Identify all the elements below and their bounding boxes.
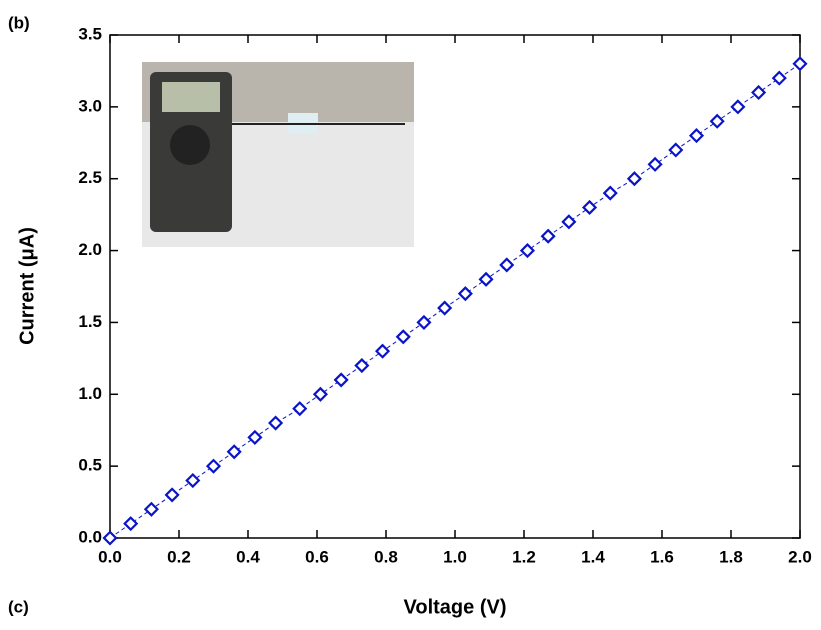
data-point <box>185 472 201 489</box>
data-point <box>751 84 767 101</box>
y-tick-label: 0.5 <box>78 456 102 475</box>
data-point <box>354 357 370 374</box>
data-point <box>519 243 536 259</box>
y-tick-label: 1.5 <box>78 312 102 331</box>
x-tick-label: 1.2 <box>512 547 536 566</box>
x-tick-label: 0.0 <box>98 547 122 566</box>
data-point <box>143 501 159 517</box>
y-tick-label: 2.0 <box>78 240 102 259</box>
data-point <box>395 329 411 345</box>
data-point <box>333 372 349 388</box>
data-point <box>205 458 222 474</box>
data-point <box>668 142 684 158</box>
x-axis-title: Voltage (V) <box>404 596 507 618</box>
data-point <box>581 199 598 216</box>
data-point <box>709 113 725 129</box>
multimeter-dial <box>170 125 210 165</box>
y-tick-label: 1.0 <box>78 384 102 403</box>
data-point <box>292 401 308 417</box>
data-point <box>457 286 473 302</box>
data-point <box>771 70 787 86</box>
panel-label: (b) <box>8 13 30 32</box>
panel-label: (c) <box>8 597 29 616</box>
x-tick-label: 1.8 <box>719 547 743 566</box>
data-point <box>540 228 556 244</box>
x-tick-label: 0.6 <box>305 547 329 566</box>
inset-photo <box>142 62 414 247</box>
data-point <box>374 343 391 359</box>
x-tick-label: 0.4 <box>236 547 260 566</box>
data-point <box>792 56 808 72</box>
data-point <box>312 386 329 402</box>
data-point <box>123 516 139 532</box>
y-axis-title: Current (μA) <box>16 227 38 345</box>
x-tick-label: 1.6 <box>650 547 674 566</box>
x-tick-label: 1.0 <box>443 547 467 566</box>
data-point <box>102 530 118 546</box>
data-point <box>626 171 642 187</box>
x-tick-label: 1.4 <box>581 547 605 566</box>
data-point <box>437 300 453 316</box>
data-point <box>499 257 515 273</box>
data-point <box>647 156 663 172</box>
multimeter-display <box>162 82 220 112</box>
y-tick-label: 3.5 <box>78 24 102 43</box>
data-point <box>730 99 746 115</box>
data-point <box>247 429 263 445</box>
data-point <box>164 487 180 503</box>
data-point <box>268 415 284 431</box>
data-point <box>226 444 242 460</box>
x-tick-label: 2.0 <box>788 547 812 566</box>
y-tick-label: 2.5 <box>78 168 102 187</box>
y-tick-label: 0.0 <box>78 527 102 546</box>
data-point <box>688 128 705 144</box>
data-point <box>478 271 494 287</box>
y-tick-label: 3.0 <box>78 96 102 115</box>
data-point <box>416 314 432 330</box>
data-point <box>561 214 577 230</box>
x-tick-label: 0.8 <box>374 547 398 566</box>
data-point <box>602 185 618 201</box>
x-tick-label: 0.2 <box>167 547 191 566</box>
